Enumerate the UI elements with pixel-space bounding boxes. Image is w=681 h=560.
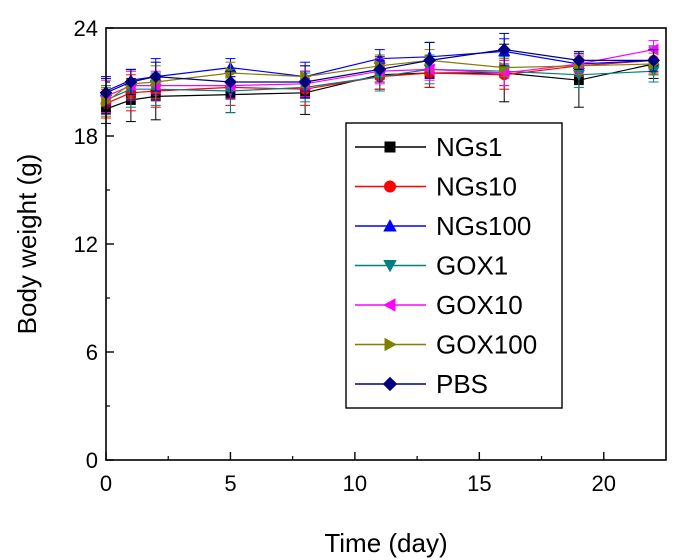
y-tick-label: 24	[74, 16, 98, 41]
legend-marker	[383, 219, 397, 232]
legend-label: GOX100	[436, 330, 537, 360]
y-tick-label: 0	[86, 448, 98, 473]
legend-marker	[384, 141, 396, 153]
series-line	[105, 68, 654, 101]
y-tick-label: 12	[74, 232, 98, 257]
data-point	[497, 43, 511, 57]
legend-item-NGs1: NGs1	[355, 132, 502, 162]
legend-marker	[382, 376, 398, 392]
x-tick-label: 5	[224, 471, 236, 496]
y-tick-label: 6	[86, 340, 98, 365]
legend-label: GOX10	[436, 290, 523, 320]
legend-label: PBS	[436, 369, 488, 399]
legend-item-PBS: PBS	[355, 369, 488, 399]
x-tick-label: 10	[343, 471, 367, 496]
legend-marker	[383, 298, 396, 312]
y-axis-title: Body weight (g)	[12, 154, 42, 335]
legend-marker	[383, 259, 397, 273]
legend-item-GOX100: GOX100	[355, 330, 537, 360]
series-line	[105, 49, 654, 97]
data-point	[298, 75, 312, 89]
legend-item-NGs10: NGs10	[355, 172, 517, 202]
legend-label: NGs10	[436, 172, 517, 202]
legend-item-NGs100: NGs100	[355, 211, 531, 241]
data-point	[224, 75, 237, 89]
data-point	[572, 53, 586, 67]
series-line	[105, 59, 654, 105]
series-line	[105, 59, 654, 103]
axes-layer: 0 5 10 15 20 0 6 12 18 24	[74, 16, 617, 496]
data-point	[124, 75, 138, 89]
data-point	[423, 53, 436, 67]
legend-marker	[384, 337, 397, 352]
legend: NGs1 NGs10 NGs100 GOX1 GOX10 GOX100 PBS	[345, 122, 563, 409]
x-tick-label: 0	[100, 471, 112, 496]
x-axis-title: Time (day)	[324, 528, 447, 558]
data-point	[647, 53, 660, 67]
legend-item-GOX10: GOX10	[355, 290, 523, 320]
series-line	[105, 63, 654, 110]
legend-marker	[383, 180, 397, 193]
legend-item-GOX1: GOX1	[355, 251, 508, 281]
series-PBS	[99, 32, 660, 108]
x-tick-label: 15	[467, 471, 491, 496]
data-point	[373, 62, 387, 76]
series-line	[105, 50, 654, 92]
x-tick-label: 20	[592, 471, 616, 496]
y-tick-label: 18	[74, 124, 98, 149]
data-point	[149, 70, 163, 84]
legend-label: NGs1	[436, 132, 502, 162]
legend-label: NGs100	[436, 211, 531, 241]
series-layer	[99, 32, 660, 124]
series-line	[105, 48, 654, 94]
legend-label: GOX1	[436, 251, 508, 281]
